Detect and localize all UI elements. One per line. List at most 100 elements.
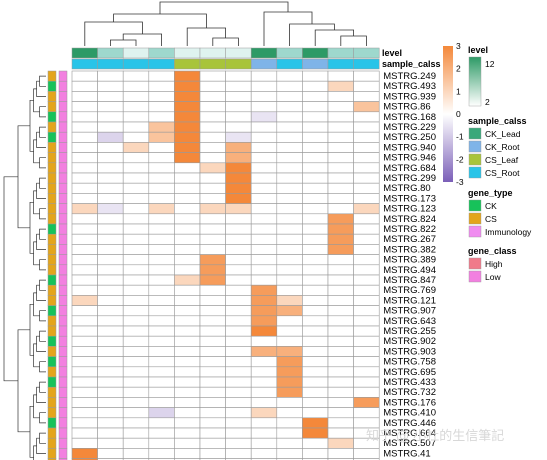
heatmap-cell — [97, 366, 124, 378]
gene-type-anno-cell — [47, 91, 57, 102]
sample-anno-cell — [327, 58, 354, 70]
heatmap-cell — [353, 458, 380, 460]
heatmap-cell — [97, 203, 124, 215]
heatmap-cell — [71, 427, 98, 439]
row-dendrogram — [3, 75, 46, 460]
dendrogram-branch — [39, 228, 46, 240]
heatmap-cell — [225, 366, 252, 378]
legend-label: CS — [485, 214, 497, 224]
heatmap-cell — [71, 101, 98, 113]
heatmap-cell — [302, 223, 329, 235]
heatmap-cell — [148, 346, 175, 357]
heatmap-cell — [225, 152, 252, 164]
heatmap-cell — [97, 80, 124, 92]
heatmap-cell — [302, 91, 329, 102]
heatmap-cell — [225, 274, 252, 286]
dendrogram-branch — [113, 13, 207, 28]
heatmap-cell — [250, 346, 278, 357]
heatmap-cell — [276, 203, 303, 215]
heatmap-cell — [174, 70, 201, 82]
heatmap-cell — [148, 70, 175, 82]
heatmap-cell — [250, 397, 278, 408]
heatmap-cell — [225, 182, 252, 194]
gene-type-anno-cell — [47, 335, 57, 347]
dendrogram-branch — [39, 330, 46, 342]
legend-label: CS_Leaf — [485, 155, 519, 165]
row-label: MSTRG.382 — [383, 244, 436, 255]
gene-class-anno-cell — [58, 417, 68, 429]
heatmap-cell — [174, 264, 201, 276]
heatmap-cell — [327, 407, 354, 419]
level-anno-cell — [148, 47, 175, 59]
heatmap-cell — [302, 274, 329, 286]
heatmap-cell — [327, 417, 354, 429]
row-label: MSTRG.907 — [383, 306, 436, 317]
heatmap-cell — [174, 376, 201, 388]
dendrogram-branch — [17, 125, 30, 229]
heatmap-cell — [302, 407, 329, 419]
heatmap-cell — [71, 193, 98, 204]
heatmap-cell — [122, 417, 150, 429]
heatmap-cell — [225, 386, 252, 398]
heatmap-cell — [122, 335, 150, 347]
heatmap-cell — [71, 223, 98, 235]
sample-calss-annotation-label: sample_calss — [382, 59, 441, 69]
heatmap-cell — [353, 407, 380, 419]
heatmap-cell — [353, 152, 380, 164]
column-dendrogram — [84, 1, 367, 46]
heatmap-cell — [225, 223, 252, 235]
legend-swatch — [468, 199, 482, 212]
heatmap-cell — [71, 264, 98, 276]
gene-type-anno-cell — [47, 142, 57, 153]
heatmap-cell — [71, 346, 98, 357]
heatmap-cell — [225, 91, 252, 102]
heatmap-cell — [302, 437, 329, 449]
heatmap-cell — [302, 397, 329, 408]
heatmap-cell — [148, 101, 175, 113]
heatmap-cell — [327, 244, 354, 255]
color-scale-tick: 0 — [456, 109, 461, 119]
heatmap-cell — [97, 264, 124, 276]
heatmap-cell — [302, 284, 329, 296]
heatmap-cell — [71, 448, 98, 459]
dendrogram-branch — [17, 329, 30, 433]
heatmap-cell — [148, 397, 175, 408]
heatmap-cell — [225, 437, 252, 449]
gene-type-anno-cell — [47, 448, 57, 459]
heatmap-cell — [327, 91, 354, 102]
gene-class-anno-cell — [58, 366, 68, 378]
gene-type-anno-cell — [47, 346, 57, 357]
heatmap-cell — [174, 407, 201, 419]
heatmap-cell — [174, 325, 201, 337]
heatmap-cell — [276, 131, 303, 143]
dendrogram-branch — [29, 303, 34, 356]
sample-anno-cell — [302, 58, 329, 70]
heatmap-cell — [225, 407, 252, 419]
gene-class-anno-cell — [58, 233, 68, 245]
dendrogram-branch — [36, 335, 46, 352]
heatmap-cell — [97, 182, 124, 194]
heatmap-cell — [97, 376, 124, 388]
gene-type-anno-cell — [47, 264, 57, 276]
heatmap-cell — [276, 121, 303, 133]
heatmap-cell — [174, 335, 201, 347]
heatmap-cell — [148, 172, 175, 184]
sample-anno-cell — [97, 58, 124, 70]
gene-type-anno-cell — [47, 213, 57, 225]
row-label: MSTRG.664 — [383, 428, 436, 439]
row-label: MSTRG.41 — [383, 448, 431, 459]
heatmap-cell — [225, 427, 252, 439]
heatmap-cell — [174, 172, 201, 184]
heatmap-cell — [122, 131, 150, 143]
heatmap-cell — [97, 152, 124, 164]
heatmap-cell — [71, 376, 98, 388]
heatmap-cell — [353, 131, 380, 143]
dendrogram-branch — [159, 1, 289, 14]
row-label: MSTRG.433 — [383, 377, 436, 388]
heatmap-cell — [276, 397, 303, 408]
heatmap-cell — [71, 111, 98, 123]
legend-swatch — [468, 166, 482, 179]
heatmap-cell — [148, 111, 175, 123]
heatmap-cell — [71, 152, 98, 164]
heatmap-cell — [225, 376, 252, 388]
